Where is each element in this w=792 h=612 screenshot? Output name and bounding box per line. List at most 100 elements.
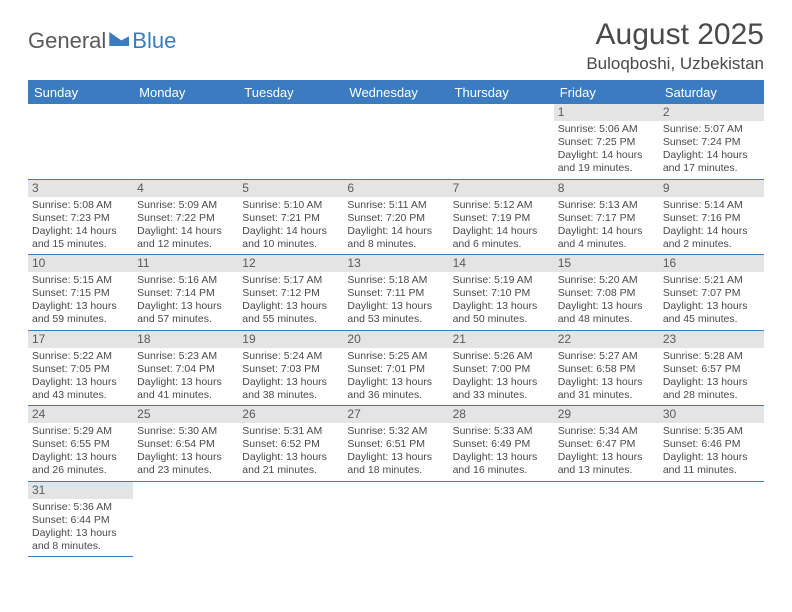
day-detail: Daylight: 14 hours [137,225,234,238]
day-detail: Sunset: 7:04 PM [137,363,234,376]
day-detail: Sunset: 7:22 PM [137,212,234,225]
day-detail: Sunrise: 5:24 AM [242,350,339,363]
day-detail: Daylight: 13 hours [32,451,129,464]
day-detail: Sunset: 7:05 PM [32,363,129,376]
day-number: 31 [28,482,133,499]
calendar-row: 3Sunrise: 5:08 AMSunset: 7:23 PMDaylight… [28,179,764,255]
day-number: 7 [449,180,554,197]
day-detail: and 50 minutes. [453,313,550,326]
calendar-row: 24Sunrise: 5:29 AMSunset: 6:55 PMDayligh… [28,406,764,482]
day-detail: Daylight: 13 hours [453,300,550,313]
day-detail: Sunset: 6:47 PM [558,438,655,451]
col-saturday: Saturday [659,81,764,104]
day-detail: Daylight: 13 hours [663,376,760,389]
day-detail: Sunset: 7:11 PM [347,287,444,300]
day-number: 12 [238,255,343,272]
day-detail: Sunrise: 5:06 AM [558,123,655,136]
day-detail: Sunset: 6:49 PM [453,438,550,451]
calendar-cell: 28Sunrise: 5:33 AMSunset: 6:49 PMDayligh… [449,406,554,482]
calendar-cell [343,481,448,557]
day-number: 5 [238,180,343,197]
day-detail: Sunrise: 5:26 AM [453,350,550,363]
day-number: 25 [133,406,238,423]
calendar-row: 1Sunrise: 5:06 AMSunset: 7:25 PMDaylight… [28,104,764,179]
day-detail: and 23 minutes. [137,464,234,477]
day-detail: Sunset: 7:07 PM [663,287,760,300]
day-detail: Daylight: 13 hours [347,300,444,313]
calendar-cell: 19Sunrise: 5:24 AMSunset: 7:03 PMDayligh… [238,330,343,406]
calendar-cell: 6Sunrise: 5:11 AMSunset: 7:20 PMDaylight… [343,179,448,255]
day-detail: Daylight: 13 hours [453,376,550,389]
calendar-cell: 5Sunrise: 5:10 AMSunset: 7:21 PMDaylight… [238,179,343,255]
day-number: 22 [554,331,659,348]
day-detail: Sunrise: 5:12 AM [453,199,550,212]
day-number: 11 [133,255,238,272]
day-detail: Sunset: 7:17 PM [558,212,655,225]
calendar-cell: 1Sunrise: 5:06 AMSunset: 7:25 PMDaylight… [554,104,659,179]
day-number: 2 [659,104,764,121]
day-detail: Daylight: 13 hours [347,451,444,464]
calendar-cell [28,104,133,179]
day-number: 14 [449,255,554,272]
day-detail: Sunset: 7:01 PM [347,363,444,376]
calendar-cell: 8Sunrise: 5:13 AMSunset: 7:17 PMDaylight… [554,179,659,255]
day-detail: and 6 minutes. [453,238,550,251]
day-detail: Daylight: 13 hours [242,376,339,389]
day-number: 30 [659,406,764,423]
day-detail: Sunset: 6:44 PM [32,514,129,527]
day-detail: Sunrise: 5:22 AM [32,350,129,363]
day-number: 29 [554,406,659,423]
header: General Blue August 2025 Buloqboshi, Uzb… [28,18,764,74]
day-detail: Sunset: 7:15 PM [32,287,129,300]
day-number: 27 [343,406,448,423]
day-detail: Sunset: 6:46 PM [663,438,760,451]
day-number: 18 [133,331,238,348]
day-number: 21 [449,331,554,348]
day-detail: and 19 minutes. [558,162,655,175]
day-detail: Daylight: 13 hours [32,376,129,389]
day-detail: Sunset: 7:12 PM [242,287,339,300]
day-detail: Sunrise: 5:13 AM [558,199,655,212]
day-detail: Daylight: 13 hours [663,300,760,313]
calendar-cell [343,104,448,179]
col-friday: Friday [554,81,659,104]
day-detail: Daylight: 14 hours [347,225,444,238]
day-detail: and 16 minutes. [453,464,550,477]
day-detail: and 8 minutes. [347,238,444,251]
calendar-row: 31Sunrise: 5:36 AMSunset: 6:44 PMDayligh… [28,481,764,557]
day-detail: and 43 minutes. [32,389,129,402]
day-detail: Sunrise: 5:31 AM [242,425,339,438]
calendar-cell: 23Sunrise: 5:28 AMSunset: 6:57 PMDayligh… [659,330,764,406]
day-detail: Sunrise: 5:21 AM [663,274,760,287]
header-row: Sunday Monday Tuesday Wednesday Thursday… [28,81,764,104]
day-detail: Daylight: 13 hours [453,451,550,464]
day-detail: and 55 minutes. [242,313,339,326]
day-detail: and 2 minutes. [663,238,760,251]
day-number: 20 [343,331,448,348]
calendar-cell: 15Sunrise: 5:20 AMSunset: 7:08 PMDayligh… [554,255,659,331]
day-detail: and 33 minutes. [453,389,550,402]
calendar-cell: 9Sunrise: 5:14 AMSunset: 7:16 PMDaylight… [659,179,764,255]
day-detail: and 28 minutes. [663,389,760,402]
day-detail: Sunset: 6:52 PM [242,438,339,451]
day-detail: Daylight: 13 hours [558,376,655,389]
location-label: Buloqboshi, Uzbekistan [586,54,764,74]
day-detail: and 8 minutes. [32,540,129,553]
day-detail: Daylight: 14 hours [663,149,760,162]
day-detail: and 18 minutes. [347,464,444,477]
day-detail: Sunrise: 5:10 AM [242,199,339,212]
day-number: 3 [28,180,133,197]
day-detail: and 21 minutes. [242,464,339,477]
calendar-cell: 7Sunrise: 5:12 AMSunset: 7:19 PMDaylight… [449,179,554,255]
day-number: 1 [554,104,659,121]
day-detail: Sunset: 6:55 PM [32,438,129,451]
day-detail: Daylight: 13 hours [137,300,234,313]
month-title: August 2025 [586,18,764,52]
logo-text-general: General [28,28,106,54]
calendar-cell [238,481,343,557]
day-detail: Daylight: 14 hours [558,149,655,162]
day-detail: and 4 minutes. [558,238,655,251]
day-detail: and 12 minutes. [137,238,234,251]
day-number: 8 [554,180,659,197]
day-detail: Sunrise: 5:19 AM [453,274,550,287]
